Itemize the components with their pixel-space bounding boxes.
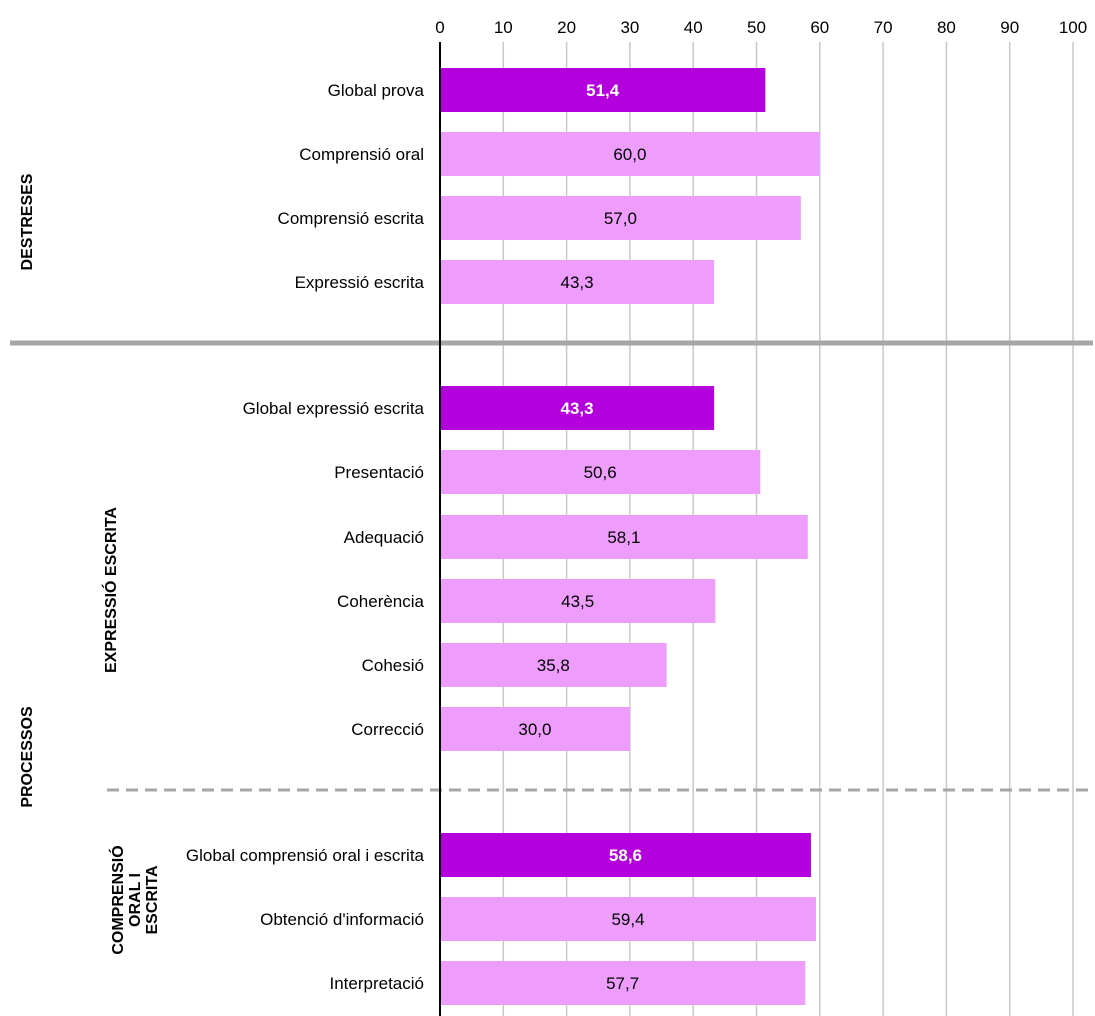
bar	[440, 260, 715, 304]
group-label: COMPRENSIÓORAL IESCRITA	[108, 845, 161, 954]
bar	[440, 132, 820, 176]
x-tick-label: 30	[620, 18, 639, 37]
category-label: Expressió escrita	[295, 273, 425, 292]
x-tick-label: 60	[810, 18, 829, 37]
group-label-line: EXPRESSIÓ ESCRITA	[101, 507, 120, 673]
group-label-line: PROCESSOS	[19, 706, 36, 808]
category-label: Cohesió	[362, 656, 424, 675]
data-label: 59,4	[611, 910, 644, 929]
bar	[440, 196, 801, 240]
data-label: 43,3	[560, 399, 593, 418]
bar	[440, 707, 630, 751]
category-label: Comprensió escrita	[278, 209, 425, 228]
category-label: Comprensió oral	[299, 145, 424, 164]
category-label: Correcció	[351, 720, 424, 739]
data-label: 43,3	[560, 273, 593, 292]
group-label-line: ORAL I	[127, 873, 144, 927]
category-label: Coherència	[337, 592, 424, 611]
category-label: Global prova	[328, 81, 425, 100]
data-label: 51,4	[586, 81, 620, 100]
data-label: 57,7	[606, 974, 639, 993]
data-label: 58,1	[607, 528, 640, 547]
group-labels: DESTRESES PROCESSOS EXPRESSIÓ ESCRITA COMPR…	[19, 173, 161, 954]
bar	[440, 450, 761, 494]
category-label: Presentació	[334, 463, 424, 482]
value-labels: 51,4 60,0 57,0 43,3 43,3 50,6 58,1 43,5 35,8 30,0…	[518, 81, 646, 993]
bars	[440, 68, 820, 1005]
x-tick-labels: 0 10 20 30 40 50 60 70 80 90 100	[435, 18, 1087, 37]
bar	[440, 643, 667, 687]
x-tick-label: 50	[747, 18, 766, 37]
group-label-line: DESTRESES	[19, 173, 36, 270]
bar	[440, 386, 715, 430]
bar	[440, 961, 806, 1005]
x-tick-label: 10	[494, 18, 513, 37]
data-label: 43,5	[561, 592, 594, 611]
bar	[440, 833, 811, 877]
x-tick-label: 20	[557, 18, 576, 37]
data-label: 58,6	[609, 846, 642, 865]
category-label: Interpretació	[330, 974, 425, 993]
bar	[440, 515, 808, 559]
bar	[440, 897, 817, 941]
category-label: Global expressió escrita	[243, 399, 425, 418]
data-label: 60,0	[613, 145, 646, 164]
section-separators	[10, 340, 1093, 792]
group-label: DESTRESES	[19, 173, 36, 270]
category-labels: Global prova Comprensió oral Comprensió es…	[186, 81, 425, 993]
group-label: EXPRESSIÓ ESCRITA	[101, 507, 120, 673]
group-label-line: ESCRITA	[144, 865, 161, 934]
group-label-line: COMPRENSIÓ	[108, 845, 127, 954]
data-label: 50,6	[584, 463, 617, 482]
x-tick-label: 80	[937, 18, 956, 37]
x-tick-label: 70	[874, 18, 893, 37]
data-label: 35,8	[537, 656, 570, 675]
x-tick-label: 90	[1000, 18, 1019, 37]
x-tick-label: 0	[435, 18, 444, 37]
data-label: 30,0	[518, 720, 551, 739]
bar	[440, 579, 716, 623]
bar	[440, 68, 766, 112]
x-tick-label: 40	[684, 18, 703, 37]
category-label: Obtenció d'informació	[260, 910, 424, 929]
category-label: Global comprensió oral i escrita	[186, 846, 425, 865]
category-label: Adequació	[344, 528, 424, 547]
data-label: 57,0	[604, 209, 637, 228]
x-tick-label: 100	[1059, 18, 1087, 37]
group-label: PROCESSOS	[19, 706, 36, 808]
